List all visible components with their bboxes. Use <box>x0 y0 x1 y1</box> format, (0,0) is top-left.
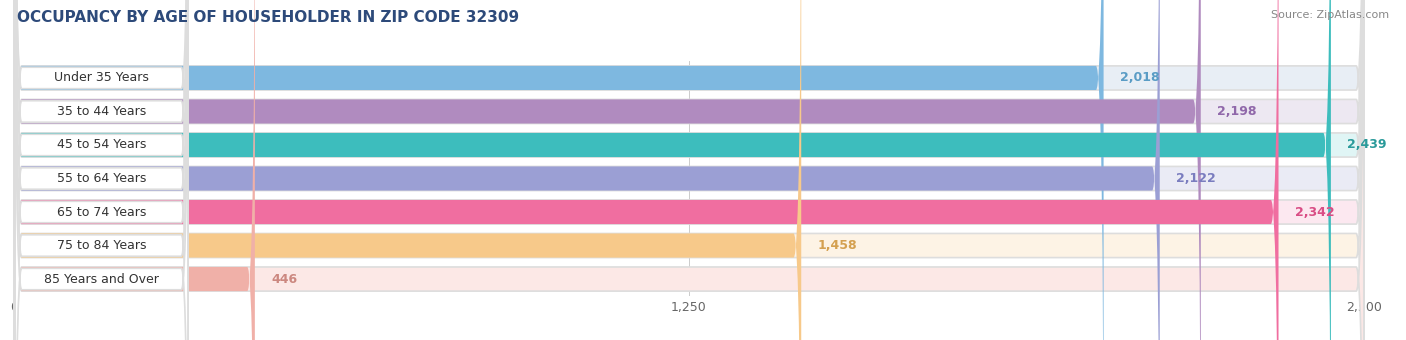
FancyBboxPatch shape <box>14 0 1364 340</box>
Text: Source: ZipAtlas.com: Source: ZipAtlas.com <box>1271 10 1389 20</box>
Text: 2,122: 2,122 <box>1175 172 1216 185</box>
FancyBboxPatch shape <box>14 0 1364 340</box>
FancyBboxPatch shape <box>14 0 1278 340</box>
FancyBboxPatch shape <box>14 0 1364 340</box>
Text: 2,342: 2,342 <box>1295 205 1334 219</box>
Text: 35 to 44 Years: 35 to 44 Years <box>56 105 146 118</box>
FancyBboxPatch shape <box>14 0 1364 340</box>
FancyBboxPatch shape <box>14 0 1364 340</box>
FancyBboxPatch shape <box>14 0 801 340</box>
Text: 75 to 84 Years: 75 to 84 Years <box>56 239 146 252</box>
FancyBboxPatch shape <box>15 0 188 340</box>
Text: Under 35 Years: Under 35 Years <box>53 71 149 84</box>
FancyBboxPatch shape <box>14 0 254 340</box>
Text: 65 to 74 Years: 65 to 74 Years <box>56 205 146 219</box>
Text: OCCUPANCY BY AGE OF HOUSEHOLDER IN ZIP CODE 32309: OCCUPANCY BY AGE OF HOUSEHOLDER IN ZIP C… <box>17 10 519 25</box>
FancyBboxPatch shape <box>15 0 188 340</box>
Text: 2,198: 2,198 <box>1218 105 1257 118</box>
FancyBboxPatch shape <box>15 0 188 340</box>
FancyBboxPatch shape <box>15 0 188 340</box>
FancyBboxPatch shape <box>15 0 188 340</box>
FancyBboxPatch shape <box>14 0 1201 340</box>
FancyBboxPatch shape <box>14 0 1364 340</box>
Text: 2,018: 2,018 <box>1119 71 1160 84</box>
FancyBboxPatch shape <box>14 0 1331 340</box>
FancyBboxPatch shape <box>14 0 1364 340</box>
Text: 1,458: 1,458 <box>817 239 858 252</box>
Text: 55 to 64 Years: 55 to 64 Years <box>56 172 146 185</box>
FancyBboxPatch shape <box>14 0 1160 340</box>
FancyBboxPatch shape <box>15 0 188 340</box>
Text: 2,439: 2,439 <box>1347 138 1386 152</box>
FancyBboxPatch shape <box>15 0 188 340</box>
Text: 446: 446 <box>271 273 297 286</box>
Text: 85 Years and Over: 85 Years and Over <box>44 273 159 286</box>
Text: 45 to 54 Years: 45 to 54 Years <box>56 138 146 152</box>
FancyBboxPatch shape <box>14 0 1104 340</box>
